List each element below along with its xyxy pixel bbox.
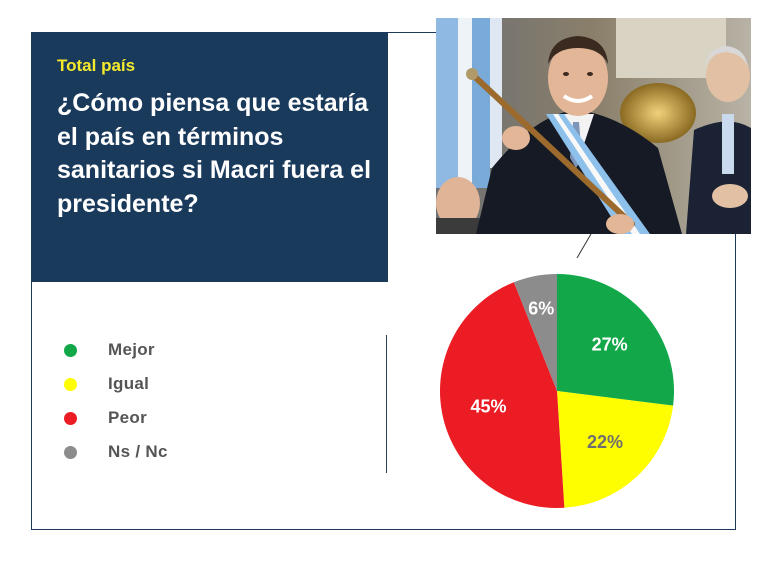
pie-label-igual: 22% (587, 432, 623, 452)
legend-item-peor: Peor (64, 406, 147, 430)
chart-title: ¿Cómo piensa que estaría el país en térm… (57, 89, 372, 218)
pie-label-ns-nc: 6% (528, 298, 554, 318)
pie-slice-peor (439, 282, 565, 508)
legend-item-igual: Igual (64, 372, 149, 396)
pie-label-mejor: 27% (592, 335, 628, 355)
president-photo (436, 18, 751, 234)
chart-subtitle: Total país (57, 56, 136, 75)
title-panel: Total país ¿Cómo piensa que estaría el p… (31, 32, 388, 282)
pie-slice-mejor (557, 274, 674, 406)
legend-label-igual: Igual (108, 374, 150, 393)
photo-leader-line (576, 234, 592, 258)
pie-chart: 27% 22% 45% 6% (439, 274, 674, 508)
legend-item-mejor: Mejor (64, 338, 155, 362)
legend-swatch-nsnc (64, 445, 77, 459)
legend-label-mejor: Mejor (108, 340, 155, 359)
pie-label-peor: 45% (470, 396, 506, 416)
legend-label-peor: Peor (108, 408, 147, 427)
legend-swatch-mejor (64, 343, 77, 357)
legend-swatch-igual (64, 377, 77, 391)
pie-slice-ns-nc (513, 274, 557, 391)
legend-label-nsnc: Ns / Nc (108, 442, 168, 461)
legend-divider (386, 335, 387, 473)
legend-swatch-peor (64, 411, 77, 425)
pie-slice-igual (557, 391, 674, 508)
legend-item-nsnc: Ns / Nc (64, 440, 168, 464)
